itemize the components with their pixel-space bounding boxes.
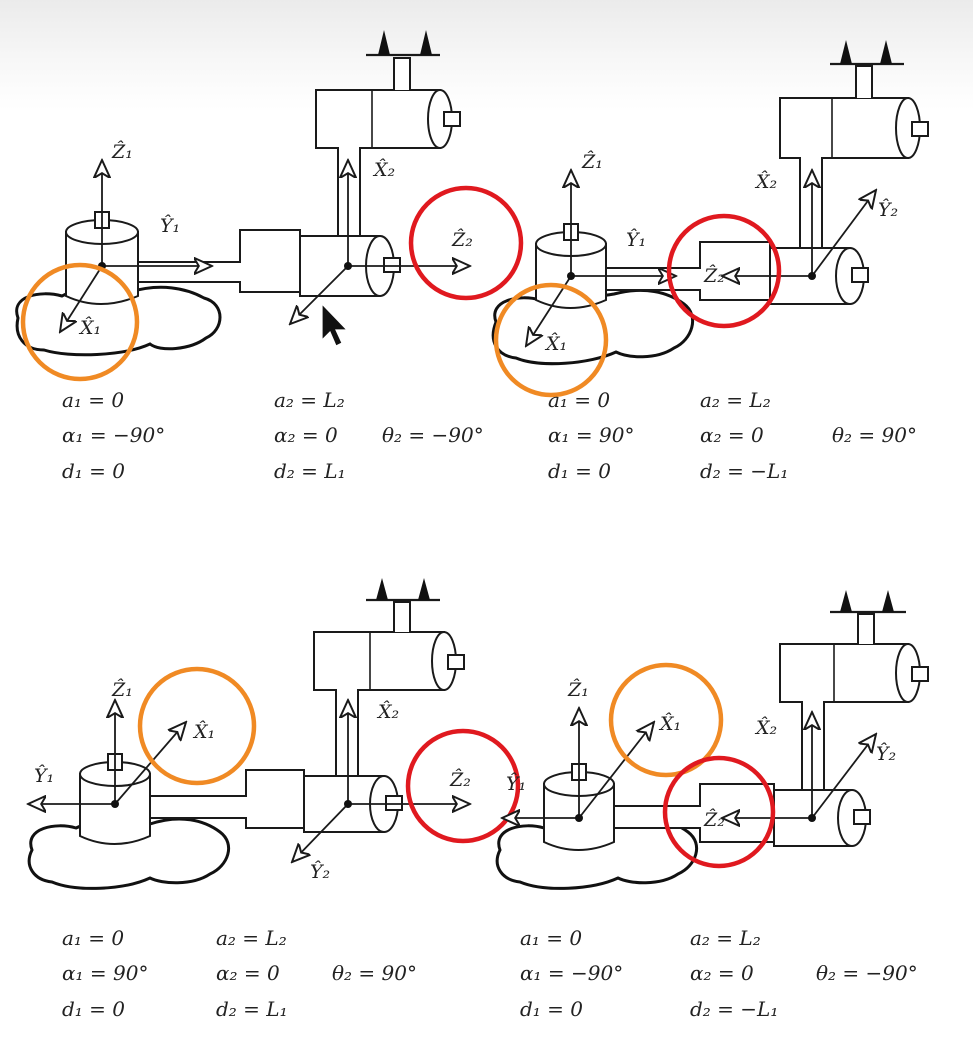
param-alpha1: α₁ = −90° [520,961,623,985]
param-d1: d₁ = 0 [62,459,125,483]
param-a1: a₁ = 0 [548,388,610,412]
param-a1: a₁ = 0 [62,926,124,950]
param-theta2: θ₂ = 90° [332,961,417,985]
param-a1: a₁ = 0 [520,926,582,950]
param-d2: d₂ = L₁ [216,997,288,1021]
label-x1: X̂₁ [78,317,101,339]
mouse-pointer-arrow-icon [321,302,349,347]
param-d2: d₂ = −L₁ [700,459,788,483]
param-alpha1: α₁ = 90° [62,961,148,985]
label-z2: Ẑ₂ [703,264,725,287]
param-d2: d₂ = L₁ [274,459,346,483]
param-theta2: θ₂ = −90° [816,961,918,985]
link-arm [137,229,301,293]
label-z1: Ẑ₁ [581,150,603,173]
highlight-z2-axis [666,213,782,329]
param-alpha1: α₁ = −90° [62,423,165,447]
param-alpha2: α₂ = 0 [274,423,338,447]
label-y1: Ŷ₁ [506,772,526,795]
label-y2: Ŷ₂ [878,198,898,221]
highlight-z2-axis [662,755,776,869]
highlight-z2-axis [408,185,524,301]
gripper-fingers [840,590,894,612]
label-y1: Ŷ₁ [626,228,646,251]
highlight-x1-axis [20,262,140,382]
vertical-column [779,643,909,791]
label-y2: Ŷ₂ [310,860,330,883]
label-z2: Ẑ₂ [703,808,725,831]
label-x2: X̂₂ [754,171,777,193]
label-z1: Ẑ₁ [111,140,133,163]
label-x1: X̂₁ [658,713,681,735]
param-d1: d₁ = 0 [548,459,611,483]
param-a2: a₂ = L₂ [690,926,761,950]
param-alpha2: α₂ = 0 [216,961,280,985]
joint2-stud [383,257,401,273]
label-x2: X̂₂ [754,717,777,739]
highlight-x1-axis [137,666,257,786]
panel-2: Ẑ₁ Ŷ₁ X̂₁ X̂₂ Ŷ₂ Ẑ₂ a₁ = 0 α₁ = 90° d₁ =… [491,40,929,483]
label-y2: Ŷ₂ [876,742,896,765]
gripper-fingers [378,30,432,55]
gripper-stem [393,57,411,90]
param-alpha2: α₂ = 0 [700,423,764,447]
label-y1: Ŷ₁ [160,214,180,237]
label-z1: Ẑ₁ [111,678,133,701]
param-a2: a₂ = L₂ [700,388,771,412]
highlight-z2-axis [405,728,521,844]
gripper-fingers [376,578,430,600]
label-z1: Ẑ₁ [567,678,589,701]
highlight-x1-axis [493,282,609,398]
label-x1: X̂₁ [192,721,215,743]
highlight-x1-axis [608,662,724,778]
param-a2: a₂ = L₂ [274,388,345,412]
label-x2: X̂₂ [372,159,395,181]
label-z2: Ẑ₂ [449,768,471,791]
panel-1: Ẑ₁ Ŷ₁ X̂₁ X̂₂ Ẑ₂ a₁ = 0 α₁ = −90° d₁ = 0… [15,30,524,483]
label-x2: X̂₂ [376,701,399,723]
param-d1: d₁ = 0 [520,997,583,1021]
label-z2: Ẑ₂ [451,228,473,251]
param-a1: a₁ = 0 [62,388,124,412]
base-cylinder [79,773,151,845]
label-y1: Ŷ₁ [34,764,54,787]
gripper-fingers [840,40,892,64]
param-alpha1: α₁ = 90° [548,423,634,447]
param-a2: a₂ = L₂ [216,926,287,950]
panel-4: Ẑ₁ Ŷ₁ X̂₁ X̂₂ Ŷ₂ Ẑ₂ a₁ = 0 α₁ = −90° d₁ … [495,590,929,1021]
param-d1: d₁ = 0 [62,997,125,1021]
label-x1: X̂₁ [544,333,567,355]
param-d2: d₂ = −L₁ [690,997,778,1021]
vertical-column [779,97,909,249]
param-alpha2: α₂ = 0 [690,961,754,985]
param-theta2: θ₂ = −90° [382,423,484,447]
param-theta2: θ₂ = 90° [832,423,917,447]
panel-3: Ẑ₁ Ŷ₁ X̂₁ X̂₂ Ŷ₂ Ẑ₂ a₁ = 0 α₁ = 90° d₁ =… [28,578,521,1021]
